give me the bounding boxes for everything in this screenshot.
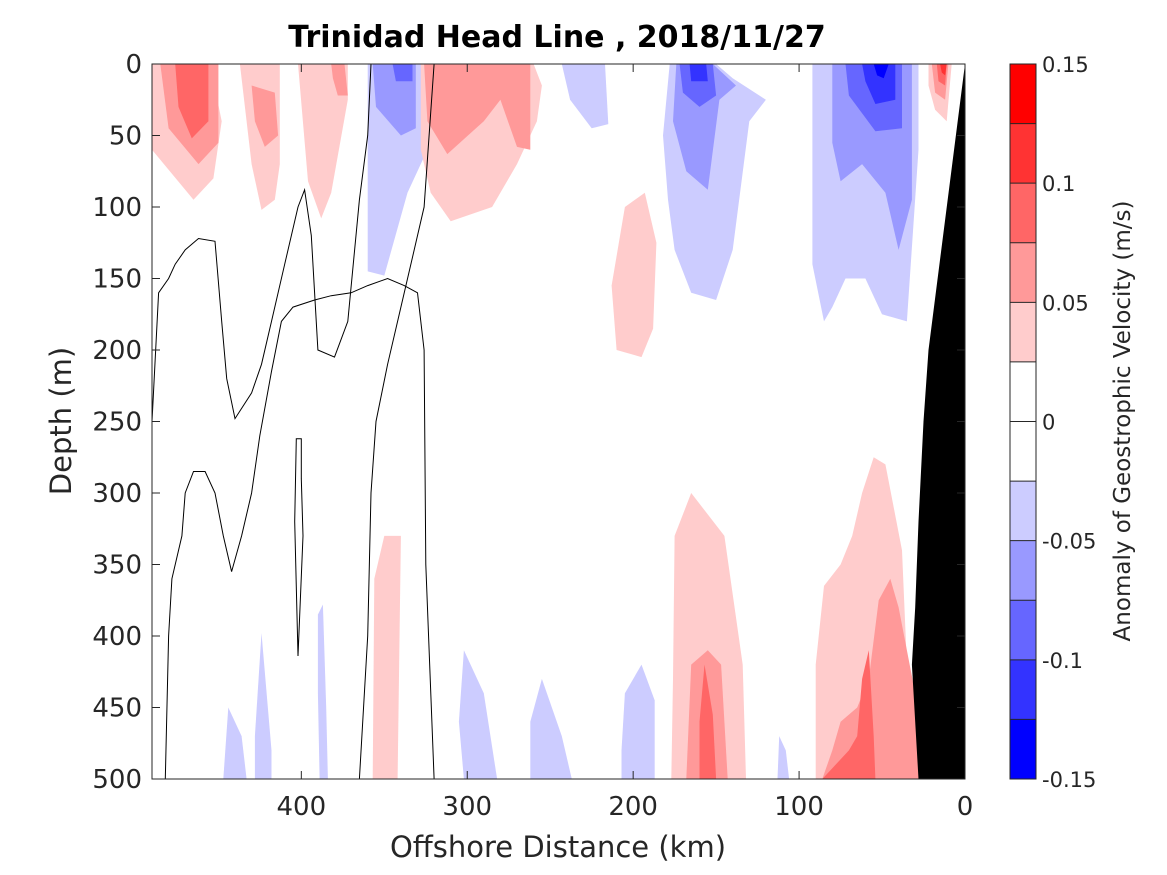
velocity-region-28 [223, 707, 247, 779]
plot-area [151, 63, 966, 780]
velocity-region-8 [372, 64, 416, 136]
velocity-region-27 [254, 633, 272, 779]
velocity-region-36 [699, 664, 717, 779]
velocity-region-37 [777, 736, 790, 779]
colorbar-level-5 [1010, 361, 1036, 422]
colorbar-tick-label: 0.15 [1042, 53, 1089, 77]
y-tick-label: 250 [92, 408, 142, 438]
velocity-region-31 [458, 650, 498, 779]
zero-contour-2 [358, 64, 435, 779]
colorbar-tick-label: -0.15 [1042, 768, 1096, 792]
chart-title: Trinidad Head Line , 2018/11/27 [288, 20, 825, 55]
velocity-region-12 [561, 64, 609, 129]
colorbar-level-6 [1010, 421, 1036, 482]
x-tick-label: 200 [608, 792, 658, 822]
colorbar-tick-label: -0.05 [1042, 530, 1096, 554]
velocity-region-32 [530, 678, 572, 779]
velocity-contour-fills [152, 64, 952, 779]
y-tick-label: 450 [92, 694, 142, 724]
y-tick-label: 350 [92, 551, 142, 581]
velocity-region-11 [424, 64, 531, 155]
y-tick-label: 200 [92, 336, 142, 366]
colorbar-tick-label: -0.1 [1042, 649, 1083, 673]
colorbar [1009, 63, 1037, 780]
velocity-region-2 [175, 64, 209, 139]
seafloor-shape [911, 64, 965, 779]
zero-contour-lines [152, 64, 435, 779]
zero-contour-3 [164, 277, 435, 779]
x-tick-label: 400 [277, 792, 327, 822]
x-axis-label: Offshore Distance (km) [390, 830, 726, 864]
velocity-region-29 [317, 604, 328, 779]
colorbar-tick-label: 0.05 [1042, 291, 1089, 315]
y-axis-label: Depth (m) [44, 347, 78, 495]
colorbar-level-1 [1010, 123, 1036, 184]
x-tick-label: 100 [774, 792, 824, 822]
y-tick-label: 50 [109, 122, 142, 152]
colorbar-tick-label: 0.1 [1042, 172, 1075, 196]
velocity-region-5 [298, 64, 348, 219]
velocity-region-30 [372, 535, 401, 779]
velocity-region-6 [331, 64, 348, 96]
velocity-region-4 [251, 85, 279, 147]
velocity-region-16 [689, 64, 708, 82]
zero-contour-1 [294, 438, 304, 657]
y-tick-label: 400 [92, 622, 142, 652]
x-tick-label: 0 [957, 792, 974, 822]
colorbar-level-7 [1010, 481, 1036, 541]
colorbar-level-2 [1010, 183, 1036, 243]
colorbar-level-0 [1010, 64, 1036, 124]
y-tick-label: 500 [92, 765, 142, 795]
y-tick-label: 100 [92, 193, 142, 223]
y-axis-ticks: 0 50 100 150 200 250 300 350 400 450 500 [92, 50, 965, 795]
colorbar-level-3 [1010, 242, 1036, 303]
velocity-region-39 [822, 578, 921, 779]
seafloor-bathymetry [911, 64, 965, 779]
velocity-region-26 [940, 64, 947, 76]
velocity-region-40 [822, 650, 876, 779]
y-tick-label: 300 [92, 479, 142, 509]
colorbar-label: Anomaly of Geostrophic Velocity (m/s) [1110, 201, 1136, 642]
x-tick-label: 300 [442, 792, 492, 822]
colorbar-level-4 [1010, 302, 1036, 362]
x-axis-ticks: 400 300 200 100 0 [277, 64, 974, 822]
velocity-region-9 [392, 64, 413, 82]
colorbar-level-11 [1010, 719, 1036, 779]
colorbar-frame [1009, 63, 1037, 780]
zero-contour-0 [152, 64, 372, 422]
velocity-region-33 [621, 664, 655, 779]
y-tick-label: 150 [92, 265, 142, 295]
colorbar-level-8 [1010, 540, 1036, 601]
y-tick-label: 0 [125, 50, 142, 80]
velocity-region-21 [862, 64, 896, 104]
colorbar-ticks: 0.15 0.1 0.05 0 -0.05 -0.1 -0.15 [1042, 53, 1096, 792]
colorbar-level-9 [1010, 600, 1036, 660]
colorbar-level-10 [1010, 659, 1036, 720]
velocity-region-22 [873, 64, 889, 79]
colorbar-tick-label: 0 [1042, 411, 1055, 435]
velocity-region-17 [611, 192, 657, 358]
